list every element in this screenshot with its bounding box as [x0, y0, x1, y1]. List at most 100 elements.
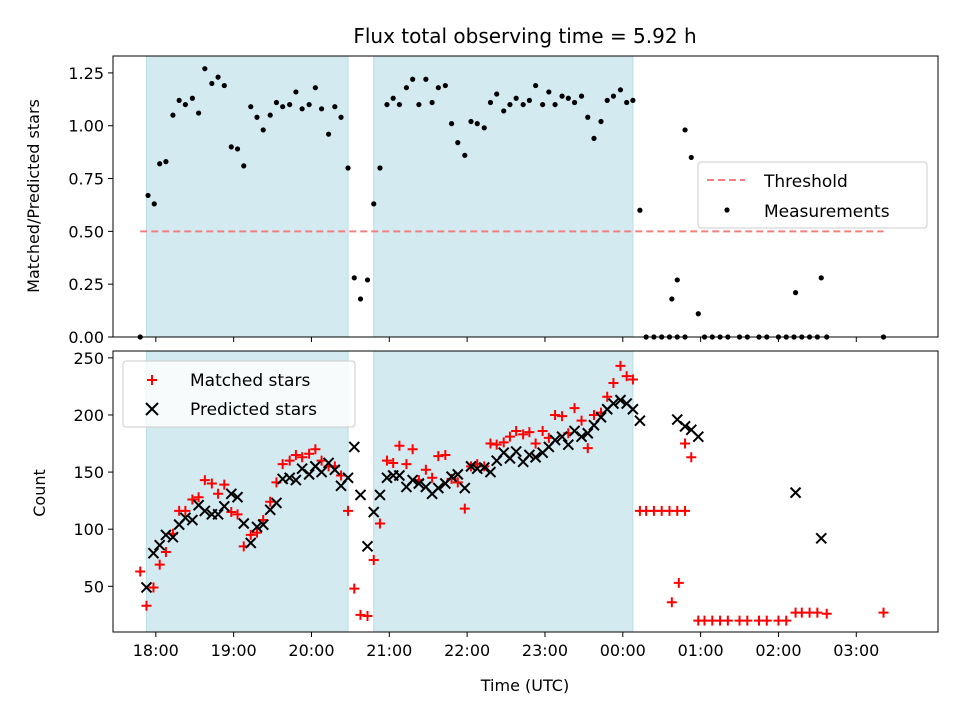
bottom-series-0-point-104 [878, 607, 889, 618]
bottom-series-0-point-34 [355, 609, 366, 620]
top-series-0-point-35 [364, 277, 371, 283]
bottom-series-0-point-49 [452, 477, 463, 488]
top-series-0-point-27 [312, 85, 318, 91]
bottom-series-0-point-44 [420, 464, 431, 475]
top-legend: Threshold Measurements [697, 161, 928, 229]
x-tick-label-4: 22:00 [444, 641, 490, 660]
top-y-tick-label-3: 0.75 [68, 170, 104, 189]
top-shaded-interval-0 [145, 56, 349, 337]
bottom-series-0-point-62 [537, 425, 548, 436]
bottom-series-0-point-35 [362, 611, 373, 622]
top-series-0-point-24 [293, 89, 299, 95]
top-series-0-point-49 [455, 140, 461, 146]
legend-measurements-swatch [724, 207, 730, 213]
top-series-0-point-43 [416, 101, 422, 108]
bottom-series-1-point-31 [342, 472, 354, 484]
top-series-0-point-45 [429, 99, 435, 106]
x-tick-label-1: 19:00 [211, 641, 257, 660]
top-series-0-point-85 [674, 277, 680, 283]
bottom-series-0-point-64 [550, 409, 561, 420]
top-series-0-point-30 [332, 104, 338, 110]
top-y-axis-label: Matched/Predicted stars [24, 99, 43, 293]
bottom-series-1-point-49 [459, 482, 471, 494]
top-series-0-point-12 [215, 74, 221, 80]
bottom-series-1-point-75 [627, 403, 639, 415]
bottom-series-0-point-47 [440, 449, 451, 460]
bottom-series-0-point-39 [388, 457, 399, 468]
top-series-0-point-26 [306, 101, 312, 108]
bottom-series-1-point-22 [283, 472, 296, 484]
top-series-0-point-44 [423, 76, 429, 82]
bottom-series-1-point-32 [348, 441, 360, 453]
top-series-0-point-11 [209, 80, 215, 87]
bottom-series-1-point-6 [179, 512, 192, 524]
bottom-series-0-point-73 [608, 377, 619, 388]
bottom-series-1-point-7 [186, 514, 199, 526]
top-series-0-point-73 [610, 93, 617, 99]
bottom-series-1-point-13 [225, 488, 238, 500]
bottom-series-0-point-87 [686, 452, 697, 463]
top-series-0-point-36 [371, 201, 377, 207]
bottom-series-1-point-0 [140, 581, 153, 594]
bottom-series-1-point-16 [245, 537, 257, 549]
bottom-series-0-point-75 [621, 371, 632, 382]
top-series-0-point-61 [533, 82, 539, 89]
bottom-series-0-point-56 [498, 437, 509, 448]
bottom-series-0-point-55 [491, 439, 502, 450]
bottom-series-1-point-65 [562, 438, 575, 451]
top-series-0-point-76 [630, 97, 636, 103]
bottom-series-0-point-102 [812, 607, 823, 618]
bottom-series-1-point-57 [510, 445, 522, 458]
bottom-series-1-point-17 [251, 521, 263, 533]
bottom-plot-frame [112, 350, 939, 633]
x-tick-label-0: 18:00 [133, 641, 179, 660]
bottom-y-tick-label-0: 50 [84, 577, 104, 596]
top-series-0-point-15 [234, 146, 241, 152]
bottom-series-1-point-60 [529, 451, 542, 463]
bottom-series-0-point-14 [226, 507, 237, 518]
bottom-series-0-point-15 [232, 509, 243, 520]
top-series-0-point-64 [552, 101, 558, 108]
bottom-series-1-point-70 [595, 411, 607, 423]
top-series-0-point-57 [507, 101, 513, 108]
bottom-series-1-point-34 [361, 540, 374, 553]
bottom-series-0-point-13 [219, 479, 230, 490]
top-series-0-point-52 [474, 121, 480, 127]
top-y-tick-label-0: 0.00 [68, 328, 104, 347]
top-series-0-point-88 [695, 311, 701, 317]
legend-measurements-label: Measurements [764, 202, 890, 222]
top-series-0-point-3 [157, 161, 163, 167]
top-series-0-point-10 [202, 66, 208, 72]
bottom-series-1-point-72 [607, 397, 620, 410]
top-series-0-point-69 [585, 114, 591, 120]
x-tick-label-2: 20:00 [288, 641, 334, 660]
bottom-series-0-point-103 [821, 608, 832, 619]
top-series-0-point-34 [357, 296, 364, 302]
x-tick-label-8: 02:00 [755, 641, 801, 660]
bottom-series-0-point-58 [511, 425, 522, 436]
bottom-series-0-point-26 [304, 448, 315, 459]
bottom-series-1-point-3 [160, 529, 172, 541]
bottom-series-1-point-1 [147, 547, 160, 559]
top-series-0-point-48 [448, 121, 455, 127]
top-series-0-point-17 [248, 104, 254, 110]
top-series-0-point-53 [481, 125, 487, 131]
bottom-series-1-point-68 [582, 427, 594, 439]
top-series-0-point-25 [299, 106, 305, 112]
bottom-series-0-point-83 [680, 505, 691, 516]
bottom-series-0-point-57 [504, 431, 515, 442]
top-y-tick-label-1: 0.25 [68, 275, 104, 294]
bottom-series-0-point-59 [518, 429, 529, 440]
top-series-0-point-74 [617, 87, 624, 93]
bottom-series-1-point-52 [478, 461, 490, 474]
bottom-series-1-point-4 [167, 531, 179, 543]
top-shaded-interval-1 [373, 56, 634, 337]
bottom-series-0-point-7 [180, 505, 191, 516]
top-series-0-point-8 [189, 95, 195, 101]
bottom-series-0-point-37 [374, 518, 385, 529]
top-y-tick-label-4: 1.00 [68, 117, 104, 136]
top-series-0-point-29 [325, 131, 332, 137]
top-series-0-point-39 [390, 95, 396, 101]
bottom-series-0-point-85 [673, 577, 684, 588]
